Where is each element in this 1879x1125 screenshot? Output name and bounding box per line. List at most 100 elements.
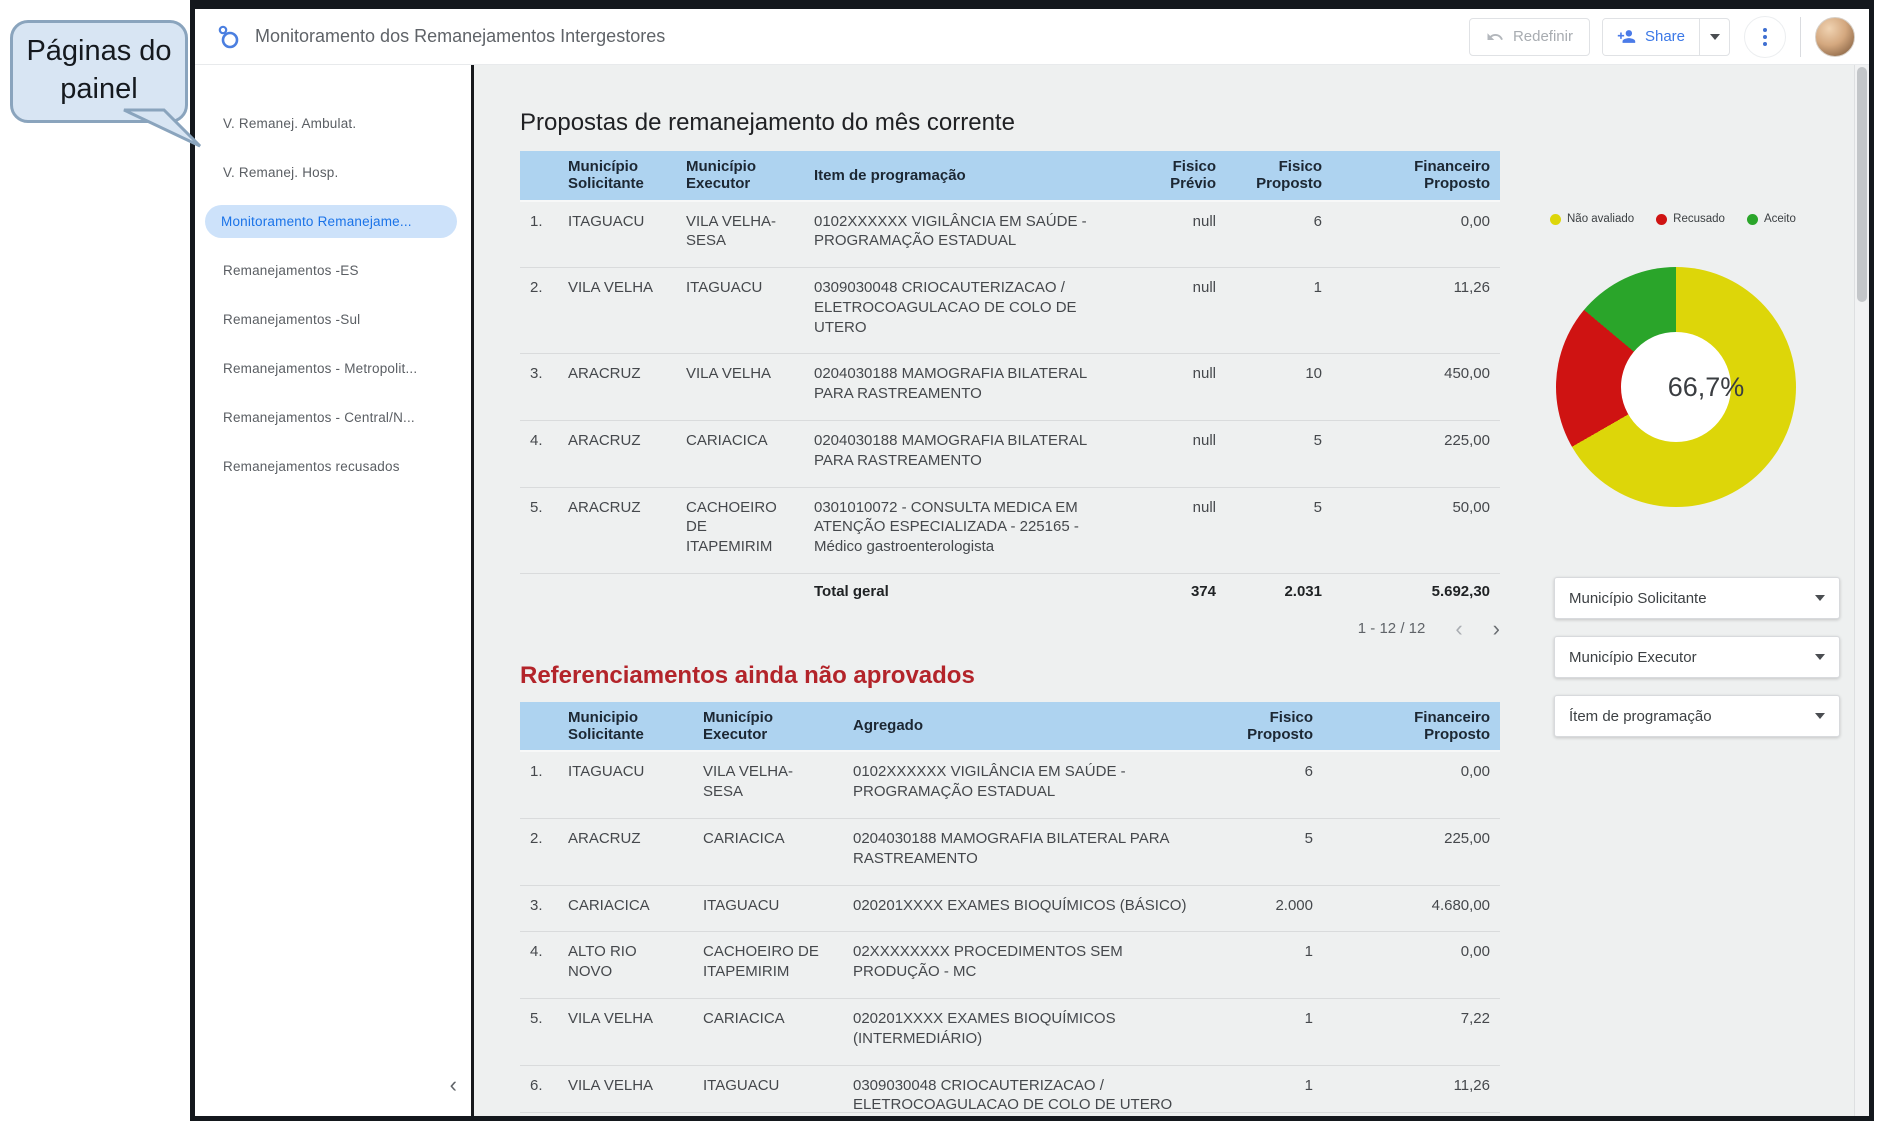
column-header[interactable]: Financeiro Proposto <box>1414 158 1490 193</box>
sidebar-item[interactable]: Remanejamentos - Central/N... <box>195 393 471 442</box>
cell-sol: VILA VELHA <box>568 279 654 297</box>
cell-n: 4. <box>530 432 543 450</box>
cell-fisico: 6 <box>1313 212 1322 230</box>
pages-list: V. Remanej. Ambulat. V. Remanej. Hosp. Mon… <box>195 99 471 491</box>
legend-label: Aceito <box>1763 213 1796 225</box>
cell-n: 1. <box>530 763 543 781</box>
total-cell <box>558 574 676 612</box>
column-header[interactable]: Fisico Proposto <box>1247 708 1313 744</box>
cell-exec: ITAGUACU <box>703 896 780 914</box>
cell-fin: 50,00 <box>1452 498 1490 516</box>
column-header[interactable]: Fisico Prévio <box>1170 158 1216 193</box>
column-header[interactable] <box>520 151 558 200</box>
cell-n: 2. <box>530 829 543 847</box>
sidebar-item[interactable]: Remanejamentos -ES <box>195 246 471 295</box>
table1-pagination: 1 - 12 / 12 ‹ › <box>520 612 1500 646</box>
column-header[interactable]: Municipio Solicitante <box>568 708 644 744</box>
table-row: 4. ARACRUZ CARIACICA 0204030188 MAMOGRAFIA … <box>520 421 1500 488</box>
filter-dropdown[interactable]: Município Executor <box>1554 636 1840 678</box>
next-page-icon[interactable]: › <box>1492 615 1500 641</box>
sidebar-item-label: Remanejamentos -ES <box>223 263 359 278</box>
chevron-down-icon <box>1709 33 1720 40</box>
cell-item: 0204030188 MAMOGRAFIA BILATERAL PARA RAS… <box>853 829 1169 867</box>
cell-sol: VILA VELHA <box>568 1009 654 1027</box>
table-row: 6. VILA VELHA ITAGUACU 0309030048 CRIOCAUTE… <box>520 1066 1500 1113</box>
column-header[interactable] <box>520 702 558 751</box>
legend-label: Recusado <box>1673 213 1725 225</box>
legend-item: Aceito <box>1746 213 1796 225</box>
legend-dot <box>1746 213 1758 225</box>
sidebar-item[interactable]: Remanejamentos - Metropolit... <box>195 344 471 393</box>
cell-fin: 11,26 <box>1453 1076 1490 1094</box>
more-options-button[interactable] <box>1744 15 1786 58</box>
donut-hole: 66,7% <box>1621 332 1744 442</box>
sidebar-item[interactable]: V. Remanej. Hosp. <box>195 148 471 197</box>
cell-previo: null <box>1192 365 1216 383</box>
cell-sol: ARACRUZ <box>568 498 641 516</box>
callout-paginas-do-painel: Páginas do painel <box>10 20 188 124</box>
filter-dropdown[interactable]: Ítem de programação <box>1554 695 1840 737</box>
share-button[interactable]: Share <box>1602 18 1699 55</box>
scrollbar-thumb[interactable] <box>1857 67 1867 302</box>
cell-sol: ITAGUACU <box>568 212 645 230</box>
sidebar-item[interactable]: Remanejamentos -Sul <box>195 295 471 344</box>
table-total-row: Total geral 374 2.031 5.692,30 <box>520 574 1500 612</box>
table1-title: Propostas de remanejamento do mês corren… <box>520 109 1015 136</box>
window-body: V. Remanej. Ambulat. V. Remanej. Hosp. Mon… <box>195 65 1869 1116</box>
cell-exec: VILA VELHA <box>686 365 772 383</box>
cell-item: 0309030048 CRIOCAUTERIZACAO / ELETROCOAG… <box>853 1076 1173 1112</box>
column-header[interactable]: Agregado <box>853 717 924 735</box>
cell-fisico: 1 <box>1304 943 1313 961</box>
cell-item: 0301010072 - CONSULTA MEDICA EM ATENÇÃO … <box>814 498 1079 556</box>
column-header[interactable]: Município Executor <box>703 708 773 744</box>
cell-exec: ITAGUACU <box>686 279 763 297</box>
total-cell: 4.966,97 <box>1323 1113 1500 1116</box>
cell-sol: ALTO RIO NOVO <box>568 943 637 981</box>
column-header[interactable]: Item de programação <box>814 166 966 184</box>
cell-fisico: 2.000 <box>1275 896 1313 914</box>
collapse-sidebar-button[interactable]: ‹ <box>449 1072 457 1097</box>
cell-fisico: 1 <box>1304 1076 1313 1094</box>
cell-fin: 0,00 <box>1460 212 1490 230</box>
filter-dropdown[interactable]: Município Solicitante <box>1554 577 1840 619</box>
chevron-down-icon <box>1815 654 1825 660</box>
cell-item: 020201XXXX EXAMES BIOQUÍMICOS (INTERMEDI… <box>853 1009 1116 1047</box>
avatar[interactable] <box>1815 16 1855 57</box>
callout-tail <box>123 108 202 148</box>
cell-sol: CARIACICA <box>568 896 650 914</box>
table-propostas: Município Solicitante Município Executor I… <box>520 151 1500 612</box>
cell-item: 0204030188 MAMOGRAFIA BILATERAL PARA RAS… <box>814 365 1087 403</box>
total-cell: 374 <box>1190 583 1216 601</box>
cell-fin: 4.680,00 <box>1431 896 1490 914</box>
cell-exec: CARIACICA <box>686 432 768 450</box>
sidebar-item-label: Remanejamentos - Metropolit... <box>223 361 418 376</box>
column-header[interactable]: Município Solicitante <box>568 158 644 193</box>
topbar-divider <box>1800 16 1801 57</box>
filter-label: Ítem de programação <box>1569 707 1712 725</box>
prev-page-icon[interactable]: ‹ <box>1455 615 1463 641</box>
cell-fisico: 1 <box>1304 1009 1313 1027</box>
share-dropdown-button[interactable] <box>1699 18 1729 55</box>
donut-center-label: 66,7% <box>1667 371 1745 402</box>
total-cell: 5.692,30 <box>1431 583 1490 601</box>
cell-fin: 450,00 <box>1444 365 1490 383</box>
sidebar-item-label: Remanejamentos - Central/N... <box>223 410 415 425</box>
redefinir-button[interactable]: Redefinir <box>1468 17 1590 56</box>
table-header-row: Município Solicitante Município Executor I… <box>520 151 1500 202</box>
cell-sol: ARACRUZ <box>568 829 641 847</box>
cell-fin: 11,26 <box>1453 279 1490 297</box>
sidebar-item[interactable]: V. Remanej. Ambulat. <box>195 99 471 148</box>
redefinir-label: Redefinir <box>1512 28 1573 45</box>
sidebar-item[interactable]: Remanejamentos recusados <box>195 442 471 491</box>
cell-fisico: 5 <box>1313 498 1322 516</box>
sidebar-item[interactable]: Monitoramento Remanejame... <box>195 197 471 246</box>
vertical-scrollbar[interactable] <box>1854 65 1869 1116</box>
pages-sidebar: V. Remanej. Ambulat. V. Remanej. Hosp. Mon… <box>195 65 474 1116</box>
cell-exec: CARIACICA <box>703 1009 785 1027</box>
callout-text: Páginas do painel <box>26 35 172 105</box>
donut-chart[interactable]: 66,7% <box>1556 267 1796 507</box>
column-header[interactable]: Fisico Proposto <box>1256 158 1322 193</box>
column-header[interactable]: Município Executor <box>686 158 756 193</box>
column-header[interactable]: Financeiro Proposto <box>1414 708 1490 744</box>
legend-item: Recusado <box>1656 213 1725 225</box>
